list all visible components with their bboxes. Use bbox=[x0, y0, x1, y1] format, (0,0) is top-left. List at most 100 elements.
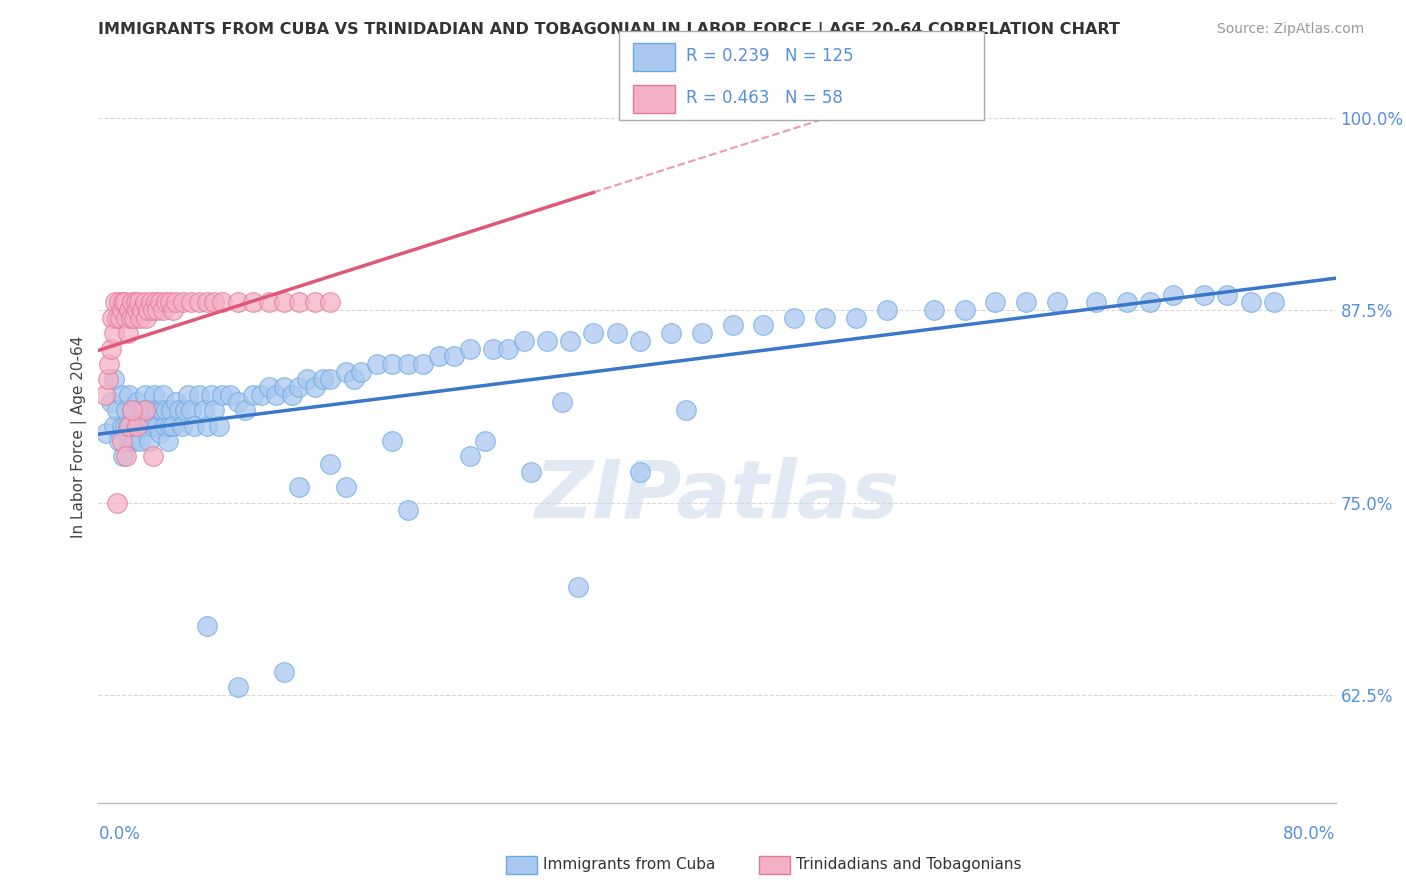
Text: 80.0%: 80.0% bbox=[1284, 825, 1336, 843]
Text: N = 58: N = 58 bbox=[785, 89, 842, 107]
Point bbox=[226, 395, 249, 409]
Point bbox=[148, 403, 170, 417]
Point bbox=[152, 388, 174, 402]
Point bbox=[257, 380, 280, 394]
Point bbox=[139, 403, 162, 417]
Point bbox=[628, 334, 651, 348]
Point bbox=[474, 434, 496, 448]
Text: Immigrants from Cuba: Immigrants from Cuba bbox=[543, 857, 716, 871]
Point bbox=[1240, 295, 1263, 310]
Point bbox=[396, 357, 419, 371]
Point bbox=[121, 403, 143, 417]
Point bbox=[114, 295, 136, 310]
Point bbox=[111, 303, 132, 318]
Point bbox=[134, 418, 156, 433]
Point bbox=[145, 295, 167, 310]
Point bbox=[659, 326, 682, 340]
Point bbox=[458, 450, 481, 464]
Point bbox=[150, 403, 173, 417]
Point bbox=[118, 388, 141, 402]
Point bbox=[160, 403, 183, 417]
Point bbox=[257, 295, 280, 310]
Point bbox=[96, 426, 118, 441]
Point bbox=[984, 295, 1007, 310]
Point bbox=[157, 434, 180, 448]
Point bbox=[117, 326, 139, 340]
Point bbox=[132, 418, 155, 433]
Point bbox=[513, 334, 536, 348]
Point bbox=[107, 295, 129, 310]
Point bbox=[121, 403, 143, 417]
Point bbox=[177, 388, 200, 402]
Point bbox=[1192, 287, 1215, 301]
Point bbox=[250, 388, 273, 402]
Point bbox=[297, 372, 319, 386]
Point bbox=[1046, 295, 1069, 310]
Point bbox=[1263, 295, 1285, 310]
Point bbox=[1116, 295, 1139, 310]
Point bbox=[111, 418, 132, 433]
Point bbox=[204, 295, 226, 310]
Point bbox=[174, 403, 197, 417]
Point bbox=[112, 295, 135, 310]
Text: Trinidadians and Tobagonians: Trinidadians and Tobagonians bbox=[796, 857, 1021, 871]
Point bbox=[814, 310, 837, 325]
Point bbox=[1139, 295, 1161, 310]
Point bbox=[481, 342, 505, 356]
Point bbox=[304, 380, 326, 394]
Point bbox=[139, 295, 162, 310]
Point bbox=[1015, 295, 1038, 310]
Point bbox=[193, 403, 215, 417]
Text: 0.0%: 0.0% bbox=[98, 825, 141, 843]
Point bbox=[1085, 295, 1108, 310]
Point bbox=[628, 465, 651, 479]
Point bbox=[143, 388, 166, 402]
Point bbox=[180, 295, 202, 310]
Point bbox=[366, 357, 388, 371]
Point bbox=[427, 349, 450, 363]
Point bbox=[165, 395, 187, 409]
Point bbox=[115, 450, 138, 464]
Point bbox=[288, 480, 311, 494]
Point bbox=[204, 403, 226, 417]
Point bbox=[124, 418, 146, 433]
Point bbox=[104, 295, 127, 310]
Point bbox=[273, 380, 295, 394]
Point bbox=[100, 342, 122, 356]
Point bbox=[845, 310, 868, 325]
Point bbox=[155, 403, 177, 417]
Point bbox=[105, 403, 128, 417]
Point bbox=[112, 450, 135, 464]
Point bbox=[124, 295, 146, 310]
Text: Source: ZipAtlas.com: Source: ZipAtlas.com bbox=[1216, 22, 1364, 37]
Point bbox=[162, 418, 184, 433]
Text: N = 125: N = 125 bbox=[785, 47, 853, 65]
Point bbox=[93, 388, 115, 402]
Point bbox=[582, 326, 605, 340]
Point bbox=[953, 303, 976, 318]
Point bbox=[141, 450, 165, 464]
Point bbox=[103, 418, 125, 433]
Point bbox=[560, 334, 582, 348]
Point bbox=[273, 295, 295, 310]
Point bbox=[172, 295, 194, 310]
Point bbox=[721, 318, 744, 333]
Point bbox=[127, 303, 149, 318]
Point bbox=[242, 295, 264, 310]
Point bbox=[783, 310, 806, 325]
Point bbox=[520, 465, 543, 479]
Point bbox=[200, 388, 222, 402]
Point bbox=[120, 418, 142, 433]
Point bbox=[319, 457, 342, 471]
Point bbox=[162, 303, 184, 318]
Point bbox=[152, 303, 174, 318]
Text: ZIPatlas: ZIPatlas bbox=[534, 457, 900, 534]
Point bbox=[118, 434, 141, 448]
Point bbox=[498, 342, 520, 356]
Point bbox=[195, 618, 218, 632]
Point bbox=[180, 403, 202, 417]
Point bbox=[155, 295, 177, 310]
Point bbox=[149, 426, 172, 441]
Point bbox=[122, 310, 145, 325]
Point bbox=[335, 480, 357, 494]
